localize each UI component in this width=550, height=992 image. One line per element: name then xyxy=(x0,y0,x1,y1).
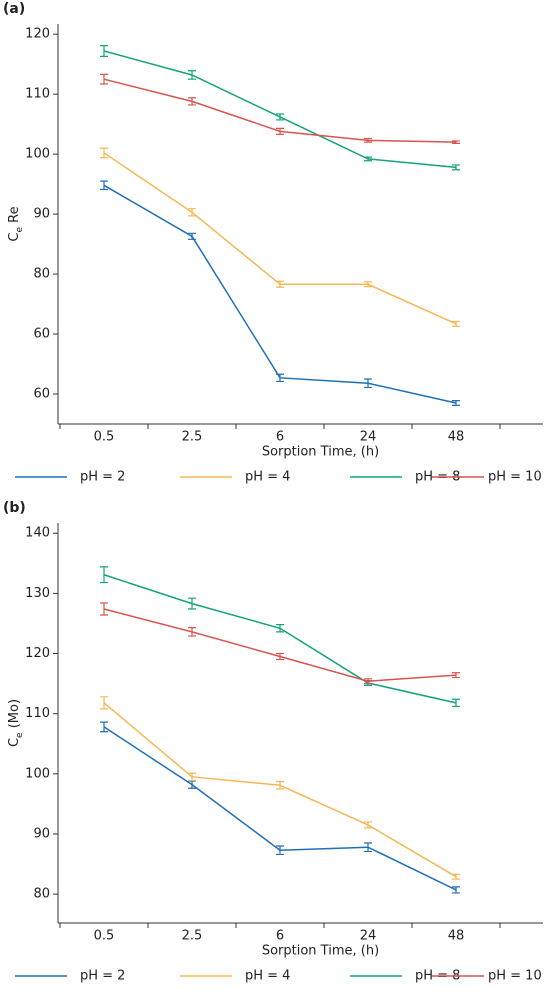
panel-label: (a) xyxy=(3,1,25,17)
error-bar xyxy=(276,127,284,135)
series-line xyxy=(103,184,457,404)
error-bar xyxy=(276,624,284,633)
error-bar xyxy=(276,652,284,661)
series-line xyxy=(103,726,457,891)
error-bar xyxy=(452,400,460,407)
legend-label: pH = 2 xyxy=(80,470,125,485)
y-tick-label: 90 xyxy=(33,826,50,841)
error-bar xyxy=(188,772,196,782)
panel-label: (b) xyxy=(3,500,26,516)
x-tick-label: 2.5 xyxy=(182,929,203,944)
y-tick-label: 110 xyxy=(25,706,50,721)
y-tick-label: 80 xyxy=(33,267,50,282)
y-axis-label: Ce Re xyxy=(7,206,25,241)
y-axis-label-part: (Mo) xyxy=(7,699,22,732)
y-tick-label: 90 xyxy=(33,207,50,222)
error-bar xyxy=(100,147,108,159)
error-bar xyxy=(100,566,108,584)
y-tick-label: 140 xyxy=(25,526,50,541)
series-line xyxy=(103,152,457,325)
y-tick-label: 80 xyxy=(33,887,50,902)
error-bar xyxy=(276,113,284,121)
error-bar xyxy=(188,597,196,610)
error-bar xyxy=(364,821,372,829)
y-axis-label: Ce (Mo) xyxy=(7,699,25,747)
error-bar xyxy=(100,696,108,710)
error-bar xyxy=(452,164,460,171)
y-axis-label-part: C xyxy=(7,233,22,242)
error-bar xyxy=(364,281,372,288)
error-bar xyxy=(100,721,108,733)
x-tick-label: 48 xyxy=(448,929,465,944)
y-tick-label: 60 xyxy=(33,327,50,342)
error-bar xyxy=(364,378,372,389)
x-tick-label: 0.5 xyxy=(94,430,115,445)
y-tick-label: 100 xyxy=(25,766,50,781)
error-bar xyxy=(364,156,372,162)
legend-label: pH = 4 xyxy=(245,470,290,485)
error-bar xyxy=(188,232,196,240)
error-bar xyxy=(100,44,108,57)
error-bar xyxy=(452,698,460,708)
error-bar xyxy=(188,627,196,637)
error-bar xyxy=(452,886,460,894)
error-bar xyxy=(452,320,460,327)
x-tick-label: 0.5 xyxy=(94,929,115,944)
error-bar xyxy=(452,672,460,679)
error-bar xyxy=(276,781,284,790)
error-bar xyxy=(100,73,108,85)
y-tick-label: 130 xyxy=(25,586,50,601)
x-tick-label: 6 xyxy=(276,929,284,944)
legend-label: pH = 10 xyxy=(488,470,542,485)
x-tick-label: 24 xyxy=(360,929,377,944)
error-bar xyxy=(364,842,372,853)
error-bar xyxy=(100,180,108,191)
error-bar xyxy=(188,780,196,789)
y-tick-label: 120 xyxy=(25,27,50,42)
x-tick-label: 48 xyxy=(448,430,465,445)
y-tick-label: 120 xyxy=(25,646,50,661)
y-axis-label-part: Re xyxy=(7,206,22,227)
error-bar xyxy=(364,678,372,685)
x-tick-label: 6 xyxy=(276,430,284,445)
x-tick-label: 2.5 xyxy=(182,430,203,445)
error-bar xyxy=(276,845,284,856)
error-bar xyxy=(276,280,284,288)
y-tick-label: 60 xyxy=(33,387,50,402)
legend-label: pH = 10 xyxy=(488,969,542,984)
series-line xyxy=(103,574,457,704)
error-bar xyxy=(188,208,196,217)
error-bar xyxy=(452,140,460,144)
y-tick-label: 100 xyxy=(25,147,50,162)
error-bar xyxy=(452,873,460,880)
error-bar xyxy=(276,373,284,383)
x-axis-label: Sorption Time, (h) xyxy=(262,445,379,460)
error-bar xyxy=(188,70,196,80)
error-bar xyxy=(100,602,108,616)
series-line xyxy=(103,608,457,682)
y-axis-label-part: C xyxy=(7,738,22,747)
error-bar xyxy=(188,97,196,106)
legend-label: pH = 4 xyxy=(245,969,290,984)
y-axis-label-part: e xyxy=(15,732,25,738)
y-tick-label: 110 xyxy=(25,87,50,102)
legend-label: pH = 2 xyxy=(80,969,125,984)
x-axis-label: Sorption Time, (h) xyxy=(262,944,379,959)
error-bar xyxy=(364,137,372,143)
series-line xyxy=(103,50,457,169)
y-axis-label-part: e xyxy=(15,227,25,233)
x-tick-label: 24 xyxy=(360,430,377,445)
